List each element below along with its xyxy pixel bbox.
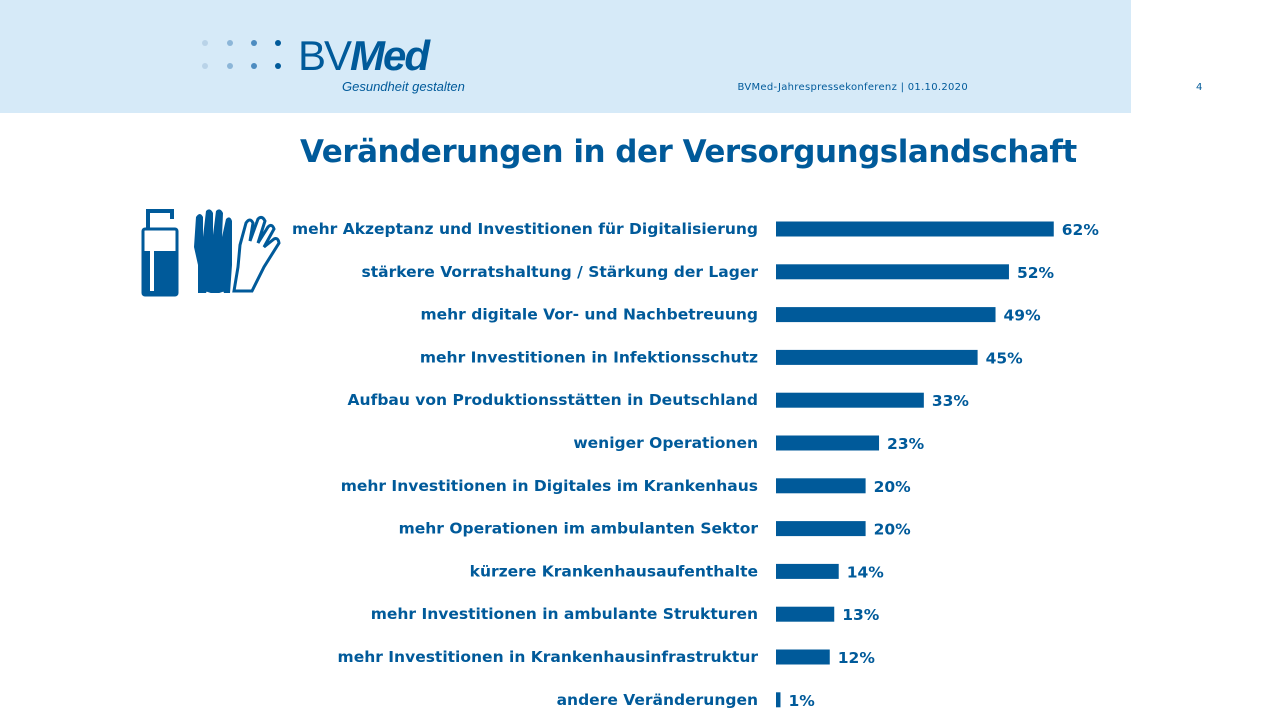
category-label: weniger Operationen (573, 434, 758, 452)
header-band: BVMed Gesundheit gestalten BVMed-Jahresp… (0, 0, 1131, 113)
category-label: andere Veränderungen (557, 691, 758, 709)
value-label: 20% (874, 521, 912, 539)
bar (776, 435, 880, 451)
bar (776, 307, 996, 323)
category-label: mehr digitale Vor- und Nachbetreuung (420, 306, 758, 324)
value-label: 12% (838, 649, 876, 667)
bar (776, 478, 866, 494)
bvmed-logo: BVMed (298, 32, 430, 79)
logo-word-bv: BV (298, 32, 352, 79)
bar (776, 264, 1009, 280)
category-label: stärkere Vorratshaltung / Stärkung der L… (362, 263, 759, 281)
category-label: kürzere Krankenhausaufenthalte (470, 562, 758, 580)
bar (776, 392, 924, 408)
category-label: Aufbau von Produktionsstätten in Deutsch… (348, 391, 758, 409)
value-label: 14% (847, 563, 885, 581)
value-label: 62% (1062, 221, 1100, 239)
bar (776, 606, 835, 622)
bar (776, 649, 830, 665)
logo-word-med: Med (350, 32, 430, 79)
bar (776, 521, 866, 537)
value-label: 23% (887, 435, 925, 453)
value-label: 33% (932, 392, 970, 410)
value-label: 1% (788, 692, 815, 710)
logo-dots (200, 38, 290, 74)
page-number: 4 (1196, 82, 1203, 93)
category-label: mehr Investitionen in Infektionsschutz (420, 348, 758, 366)
value-label: 45% (986, 349, 1024, 367)
hand-sanitizer-icon (141, 209, 179, 297)
category-label: mehr Investitionen in Krankenhausinfrast… (338, 648, 759, 666)
conference-label: BVMed-Jahrespressekonferenz | 01.10.2020 (737, 82, 968, 93)
category-label: mehr Akzeptanz und Investitionen für Dig… (292, 220, 758, 238)
bar (776, 349, 978, 365)
chart-title: Veränderungen in der Versorgungslandscha… (300, 134, 1077, 170)
logo-tagline: Gesundheit gestalten (342, 79, 465, 94)
category-label: mehr Investitionen in ambulante Struktur… (371, 605, 758, 623)
bar (776, 221, 1054, 237)
value-label: 49% (1004, 307, 1042, 325)
bar (776, 563, 839, 579)
gloves-icon (194, 209, 281, 297)
value-label: 52% (1017, 264, 1055, 282)
hygiene-icons (140, 205, 290, 304)
category-label: mehr Investitionen in Digitales im Krank… (341, 477, 758, 495)
value-label: 13% (842, 606, 880, 624)
bar (776, 692, 781, 708)
icon-group (141, 209, 281, 297)
category-label: mehr Operationen im ambulanten Sektor (399, 520, 759, 538)
value-label: 20% (874, 478, 912, 496)
